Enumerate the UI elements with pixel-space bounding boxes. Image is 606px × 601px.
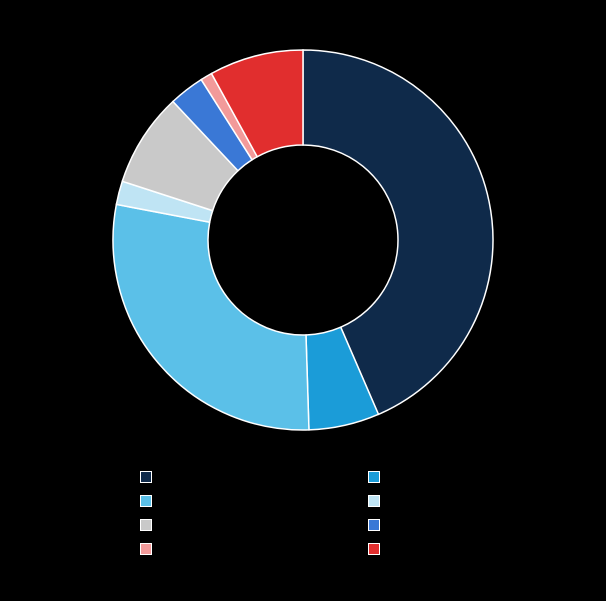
legend-swatch — [140, 519, 152, 531]
legend-item — [140, 470, 160, 484]
legend-column-0 — [140, 470, 160, 556]
legend-swatch — [368, 495, 380, 507]
legend — [140, 470, 388, 556]
legend-swatch — [140, 495, 152, 507]
legend-item — [140, 518, 160, 532]
legend-item — [368, 542, 388, 556]
legend-item — [140, 494, 160, 508]
legend-item — [368, 518, 388, 532]
legend-swatch — [140, 543, 152, 555]
legend-swatch — [368, 519, 380, 531]
donut-slice-2 — [113, 204, 309, 430]
donut-chart-container — [0, 0, 606, 601]
legend-swatch — [140, 471, 152, 483]
legend-item — [140, 542, 160, 556]
legend-swatch — [368, 471, 380, 483]
legend-column-1 — [368, 470, 388, 556]
legend-item — [368, 494, 388, 508]
legend-item — [368, 470, 388, 484]
legend-swatch — [368, 543, 380, 555]
